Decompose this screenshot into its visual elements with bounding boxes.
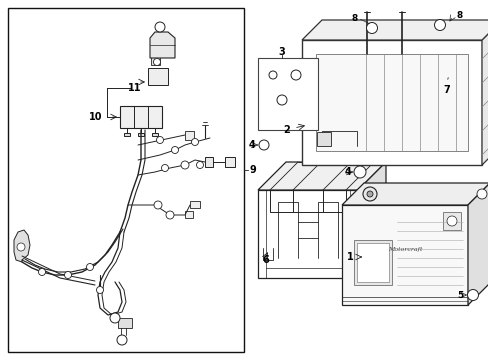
Bar: [315, 54, 467, 151]
Circle shape: [467, 289, 478, 301]
Circle shape: [353, 166, 365, 178]
Circle shape: [276, 95, 286, 105]
Circle shape: [290, 70, 301, 80]
Circle shape: [155, 22, 164, 32]
Circle shape: [366, 23, 377, 33]
Text: 4: 4: [248, 140, 255, 150]
Text: 9: 9: [249, 165, 256, 175]
Bar: [124, 133, 130, 136]
Bar: [152, 133, 158, 136]
Circle shape: [259, 140, 268, 150]
Text: 8: 8: [351, 14, 357, 23]
Bar: [316, 132, 330, 146]
Polygon shape: [258, 162, 385, 190]
Circle shape: [86, 264, 93, 270]
Bar: [442, 212, 460, 230]
Text: 1: 1: [346, 252, 353, 262]
Polygon shape: [481, 20, 488, 165]
Text: 5: 5: [456, 291, 462, 300]
Bar: [224, 157, 235, 167]
Text: 10: 10: [89, 112, 102, 122]
Circle shape: [366, 191, 372, 197]
Bar: [258, 58, 317, 130]
Text: 11: 11: [128, 83, 141, 93]
Bar: [118, 318, 132, 328]
Bar: [190, 201, 200, 208]
Polygon shape: [467, 183, 488, 305]
Polygon shape: [302, 20, 488, 40]
Text: 7: 7: [443, 85, 449, 95]
Bar: [204, 157, 213, 167]
Circle shape: [171, 147, 178, 153]
Text: 8: 8: [456, 10, 462, 19]
Circle shape: [191, 139, 198, 145]
Polygon shape: [434, 38, 464, 75]
Bar: [184, 131, 194, 140]
Polygon shape: [150, 32, 175, 58]
Bar: [353, 240, 391, 285]
Circle shape: [156, 136, 163, 144]
Polygon shape: [302, 40, 481, 165]
Text: Motorcraft: Motorcraft: [387, 248, 421, 252]
Circle shape: [161, 165, 168, 171]
Polygon shape: [258, 190, 357, 278]
Polygon shape: [341, 205, 467, 305]
Circle shape: [181, 161, 189, 169]
Circle shape: [153, 58, 160, 66]
Circle shape: [39, 269, 45, 275]
Circle shape: [117, 335, 127, 345]
Bar: [120, 106, 162, 128]
Text: 4: 4: [344, 167, 351, 177]
Text: 3: 3: [278, 47, 285, 57]
Polygon shape: [341, 183, 488, 205]
Polygon shape: [14, 230, 30, 262]
Bar: [8, 8, 244, 352]
Bar: [356, 243, 388, 282]
Bar: [184, 211, 193, 218]
Circle shape: [268, 71, 276, 79]
Circle shape: [154, 201, 162, 209]
Circle shape: [434, 19, 445, 31]
Circle shape: [96, 287, 103, 293]
Circle shape: [17, 243, 25, 251]
Bar: [151, 57, 160, 65]
Circle shape: [196, 162, 203, 168]
Bar: [138, 133, 143, 136]
Text: 6: 6: [262, 255, 269, 265]
Polygon shape: [357, 162, 385, 278]
Circle shape: [476, 189, 486, 199]
Circle shape: [165, 211, 174, 219]
Circle shape: [446, 216, 456, 226]
Circle shape: [362, 187, 376, 201]
Circle shape: [64, 271, 71, 279]
Circle shape: [110, 313, 120, 323]
Polygon shape: [148, 68, 168, 85]
Text: 2: 2: [283, 125, 290, 135]
